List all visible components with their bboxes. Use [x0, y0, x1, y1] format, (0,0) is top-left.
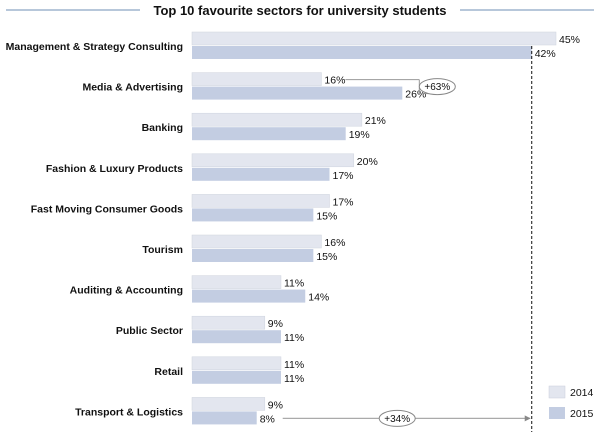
bar-2014: [191, 72, 322, 86]
bar-2015: [192, 208, 314, 222]
value-label-2014: 9%: [268, 399, 283, 411]
annotation-label: +34%: [384, 414, 410, 425]
bar-2014: [191, 397, 266, 411]
value-label-2015: 15%: [316, 210, 337, 222]
category-label: Management & Strategy Consulting: [6, 41, 183, 53]
bar-2014: [191, 275, 282, 289]
bar-2014: [191, 31, 557, 46]
bar-2014: [191, 234, 322, 249]
bar-2015: [192, 86, 403, 100]
category-label: Media & Advertising: [82, 82, 183, 94]
value-label-2015: 8%: [260, 413, 275, 425]
category-label: Fast Moving Consumer Goods: [31, 203, 183, 215]
value-label-2015: 26%: [405, 89, 426, 101]
category-label: Retail: [154, 366, 183, 378]
bar-2015: [192, 167, 330, 181]
bar-2015: [192, 249, 314, 262]
legend-swatch-2014: [548, 385, 566, 399]
bar-2014: [191, 153, 355, 168]
category-label: Tourism: [142, 244, 183, 256]
legend-label-2015: 2015: [570, 408, 594, 420]
value-label-2015: 42%: [535, 48, 556, 60]
category-label: Fashion & Luxury Products: [46, 163, 183, 175]
bar-2015: [192, 330, 281, 344]
value-label-2014: 11%: [284, 359, 304, 371]
value-label-2014: 20%: [357, 156, 378, 168]
value-label-2014: 16%: [324, 75, 345, 87]
legend-label-2014: 2014: [570, 387, 594, 399]
bar-2015: [192, 370, 281, 384]
bar-2014: [191, 315, 266, 330]
chart-marks: Management & Strategy Consulting 45%42% Me…: [6, 31, 580, 432]
category-label: Transport & Logistics: [75, 406, 183, 418]
value-label-2014: 11%: [284, 278, 304, 290]
value-label-2014: 21%: [365, 115, 386, 127]
value-label-2014: 16%: [324, 237, 345, 249]
bar-2015: [192, 289, 306, 303]
annotation-bubble: [378, 409, 416, 427]
value-label-2015: 14%: [308, 292, 329, 304]
category-label: Banking: [142, 122, 183, 134]
bar-2014: [191, 112, 363, 127]
value-label-2015: 11%: [284, 332, 304, 344]
legend-swatch-2015: [549, 407, 565, 419]
value-label-2015: 17%: [333, 170, 354, 182]
bar-2015: [192, 127, 346, 141]
bar-2015: [192, 411, 257, 425]
annotation-label: +63%: [424, 82, 450, 93]
value-label-2014: 45%: [559, 34, 580, 46]
value-label-2015: 11%: [284, 373, 304, 385]
value-label-2014: 9%: [268, 318, 283, 330]
value-label-2015: 19%: [349, 129, 370, 141]
value-label-2015: 15%: [316, 251, 337, 263]
category-label: Auditing & Accounting: [70, 285, 183, 297]
bar-2015: [192, 46, 532, 59]
chart-title: Top 10 favourite sectors for university …: [153, 3, 446, 18]
value-label-2014: 17%: [333, 196, 354, 208]
bar-2014: [191, 356, 282, 371]
annotation-arrowhead: [524, 415, 531, 422]
annotation-bubble: [418, 78, 456, 96]
category-label: Public Sector: [116, 325, 183, 337]
bar-2014: [191, 194, 330, 208]
